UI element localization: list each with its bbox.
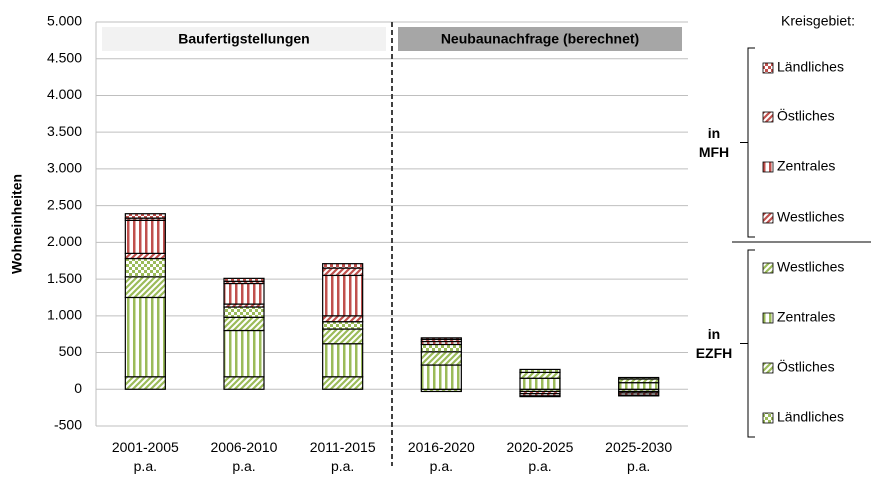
bar-segment	[124, 276, 166, 299]
legend-label: Ländliches	[777, 409, 844, 425]
x-tick-label: 2006-2010 p.a.	[210, 439, 278, 474]
y-tick-label: -500	[54, 417, 82, 433]
legend-bracket	[740, 249, 755, 438]
bar-segment	[124, 376, 166, 390]
x-tick-label: 2020-2025 p.a.	[506, 439, 574, 474]
legend-label: Östliches	[777, 358, 835, 375]
y-tick-label: 500	[59, 343, 83, 359]
y-tick-label: 1.000	[47, 307, 82, 323]
bar-segment	[223, 282, 265, 305]
y-tick-label: 3.500	[47, 123, 82, 139]
legend-group-label: in MFH	[698, 124, 730, 160]
bar-segment	[223, 329, 265, 378]
bar-segment	[322, 321, 364, 330]
bar-segment	[124, 257, 166, 278]
bar-segment	[223, 277, 265, 282]
bar-segment	[223, 316, 265, 332]
y-tick-label: 4.500	[47, 49, 82, 65]
section-header: Neubaunachfrage (berechnet)	[441, 31, 639, 47]
bar-segment	[124, 219, 166, 254]
y-tick-label: 2.500	[47, 196, 82, 212]
x-tick-label: 2001-2005 p.a.	[111, 439, 179, 474]
bar-segment	[420, 364, 462, 390]
bar-segment	[124, 213, 166, 219]
legend-swatch	[762, 111, 774, 123]
y-tick-label: 1.500	[47, 270, 82, 286]
section-header-bg	[398, 27, 682, 51]
y-tick-label: 0	[74, 380, 82, 396]
section-header: Baufertigstellungen	[178, 31, 309, 47]
legend-label: Zentrales	[777, 309, 835, 325]
bar-segment	[519, 377, 561, 390]
bar-segment	[322, 315, 364, 323]
bar-segment	[519, 395, 561, 398]
bar-segment	[223, 376, 265, 390]
y-tick-label: 2.000	[47, 233, 82, 249]
bar-segment	[420, 337, 462, 340]
bar-segment	[618, 376, 660, 380]
x-tick-label: 2011-2015 p.a.	[309, 439, 376, 474]
bar-segment	[124, 252, 166, 260]
bar-segment	[322, 343, 364, 378]
bar-segment	[223, 306, 265, 318]
bar-segment	[322, 328, 364, 345]
legend-label: Östliches	[777, 107, 835, 124]
y-tick-label: 4.000	[47, 86, 82, 102]
bar-segment	[519, 368, 561, 373]
legend-swatch	[762, 412, 774, 424]
legend-swatch	[762, 312, 774, 324]
bar-segment	[420, 343, 462, 353]
bar-segment	[124, 296, 166, 378]
legend-swatch	[762, 161, 774, 173]
y-tick-label: 5.000	[47, 13, 82, 29]
x-tick-label: 2025-2030 p.a.	[605, 439, 673, 474]
section-header-bg	[102, 27, 386, 51]
bar-segment	[618, 382, 660, 390]
x-tick-label: 2016-2020 p.a.	[407, 439, 475, 474]
bar-segment	[322, 263, 364, 269]
y-axis-title: Wohneinheiten	[9, 174, 25, 274]
legend-label: Ländliches	[777, 59, 844, 75]
legend-swatch	[762, 62, 774, 74]
bar-segment	[322, 267, 364, 277]
y-tick-label: 3.000	[47, 160, 82, 176]
bar-segment	[519, 371, 561, 379]
legend-label: Westliches	[777, 209, 844, 225]
legend-label: Zentrales	[777, 158, 835, 174]
bar-segment	[322, 376, 364, 390]
legend-label: Westliches	[777, 259, 844, 275]
bar-segment	[322, 274, 364, 317]
legend-swatch	[762, 262, 774, 274]
legend-group-label: in EZFH	[695, 325, 733, 361]
legend-swatch	[762, 362, 774, 374]
bar-segment	[618, 394, 660, 397]
legend-bracket	[740, 47, 755, 238]
bar-segment	[420, 351, 462, 366]
legend-title: Kreisgebiet:	[781, 13, 855, 29]
legend-swatch	[762, 212, 774, 224]
